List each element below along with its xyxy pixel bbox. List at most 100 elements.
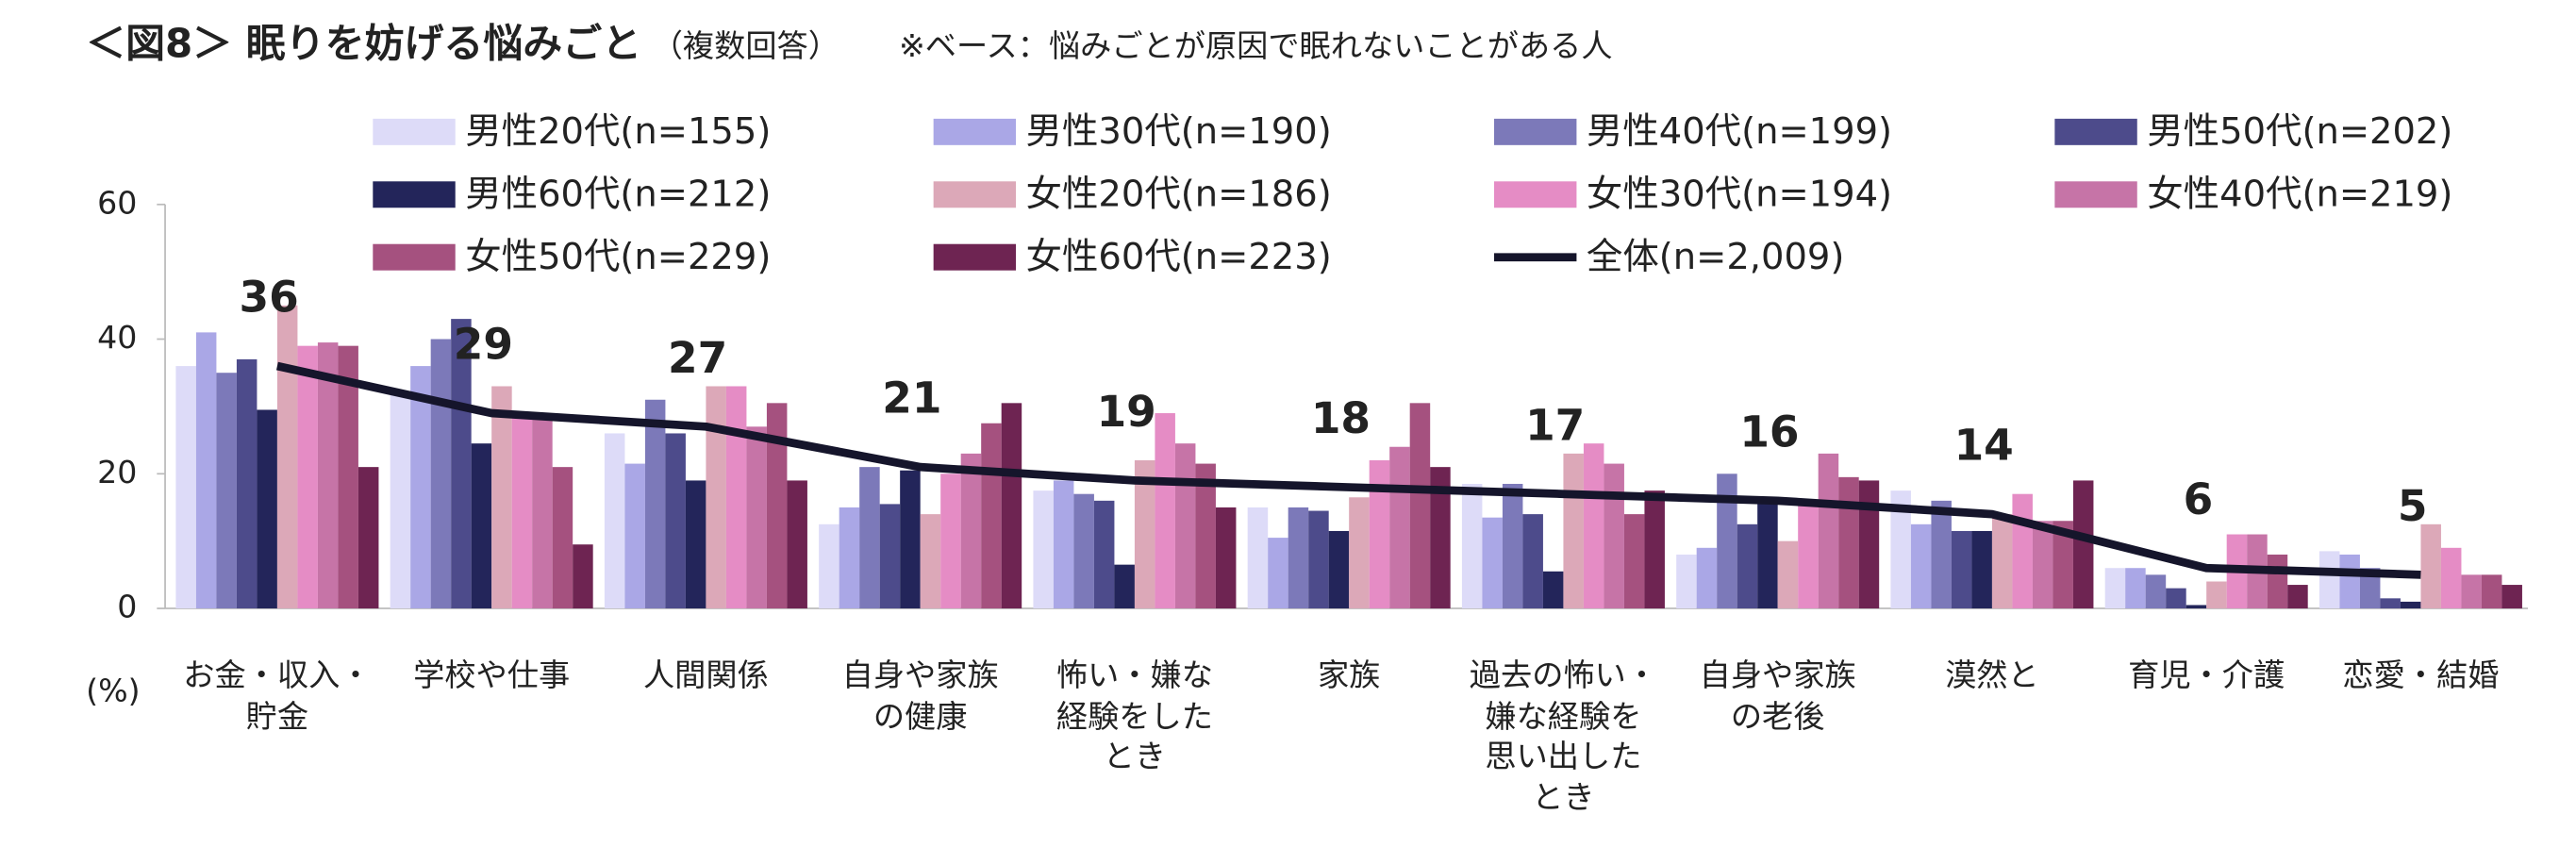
x-tick-label: 過去の怖い・ 嫌な経験を 思い出した とき [1469,657,1658,817]
bar [175,366,196,609]
bar [2501,585,2522,609]
data-label: 36 [240,273,299,323]
bar [644,399,666,609]
bar [1409,403,1431,609]
bar [2461,574,2482,609]
x-tick-label-box: 家族 [1318,657,1380,693]
bar [940,474,961,609]
bar [1522,514,1543,609]
bar [2206,581,2227,609]
bar [2012,493,2033,609]
legend-label: 女性30代(n=194) [1587,174,1892,216]
bar [1696,547,1718,609]
bar [1073,493,1094,609]
bar [491,386,512,609]
bar [1676,554,1697,609]
bar [1247,507,1269,609]
bar [2104,568,2126,609]
bar [1623,514,1645,609]
bar [1798,500,1819,609]
legend-label: 男性60代(n=212) [465,174,771,216]
bar [2380,598,2401,609]
y-tick-label: 0 [117,589,137,625]
bar [1717,474,1737,609]
legend-label: 男性20代(n=155) [465,110,771,153]
bar [1308,510,1329,609]
bar [317,342,339,609]
bar [2318,551,2340,609]
bar [665,433,686,609]
x-tick-label-box: お金・収入・ 貯金 [183,657,371,735]
bar [706,386,726,609]
x-tick-label: 育児・介護 [2128,657,2285,694]
legend-swatch [373,243,456,271]
legend-swatch [933,118,1017,145]
bar [819,523,839,609]
bar [746,426,767,609]
bar [2481,574,2502,609]
x-tick-label-box: 人間関係 [643,657,769,693]
x-tick-label-box: 自身や家族 の健康 [841,657,999,736]
chart-note: ※ベース：悩みごとが原因で眠れないことがある人 [899,27,1613,64]
chart-title: ＜図8＞ 眠りを妨げる悩みごと [86,20,641,66]
x-tick-label: 自身や家族 の健康 [841,657,999,736]
bar [2072,480,2094,609]
y-tick-label: 60 [97,184,137,221]
bar [839,507,860,609]
x-tick-label-box: 育児・介護 [2128,657,2285,694]
bar [879,504,901,609]
x-tick-label: 恋愛・結婚 [2342,657,2500,694]
bar [1033,490,1054,609]
data-label: 29 [454,320,513,370]
bar [216,373,237,609]
bar [2052,521,2073,609]
bar [1818,453,1839,609]
bar [2400,601,2421,609]
bar [859,467,880,609]
bar [2359,568,2381,609]
y-tick-label: 20 [97,454,137,490]
bar [1890,490,1911,609]
legend-swatch [2054,118,2137,145]
legend-swatch [933,243,1017,271]
data-label: 17 [1525,400,1585,450]
bar [1542,571,1564,609]
data-label: 14 [1954,421,2014,471]
data-label: 6 [2184,474,2214,524]
legend-swatch [933,181,1017,208]
bar [604,433,625,609]
bar [236,358,258,609]
bar [2267,554,2288,609]
bar [1604,463,1624,609]
bar [1134,460,1155,609]
bar [338,345,358,609]
bar [2339,554,2360,609]
x-tick-label: 怖い・嫌な 経験をした とき [1055,657,1213,776]
bar [1482,517,1503,609]
legend-label: 男性40代(n=199) [1587,110,1892,153]
chart-subtitle: （複数回答） [652,27,839,64]
bar [766,403,788,609]
y-axis-label: (%) [86,673,140,709]
bar [511,413,533,609]
legend-label: 女性50代(n=229) [465,236,771,278]
legend-label: 男性30代(n=190) [1026,110,1332,153]
bar [573,544,593,609]
x-tick-label: 自身や家族 の老後 [1699,657,1856,736]
bar [1430,467,1451,609]
x-tick-label-box: 過去の怖い・ 嫌な経験を 思い出した とき [1469,657,1658,817]
bar [2145,574,2167,609]
y-tick-label: 40 [97,319,137,356]
data-label: 16 [1739,407,1799,457]
data-label: 18 [1311,393,1371,443]
x-tick-label-box: 学校や仕事 [413,657,571,694]
x-tick-label: 学校や仕事 [413,657,571,694]
bar [276,305,298,609]
data-label: 19 [1097,387,1156,437]
bar [1777,540,1799,609]
bar [2185,605,2207,609]
bar [1502,483,1523,609]
bar [390,392,411,609]
bar [451,319,472,609]
legend-label: 全体(n=2,009) [1587,236,1844,278]
